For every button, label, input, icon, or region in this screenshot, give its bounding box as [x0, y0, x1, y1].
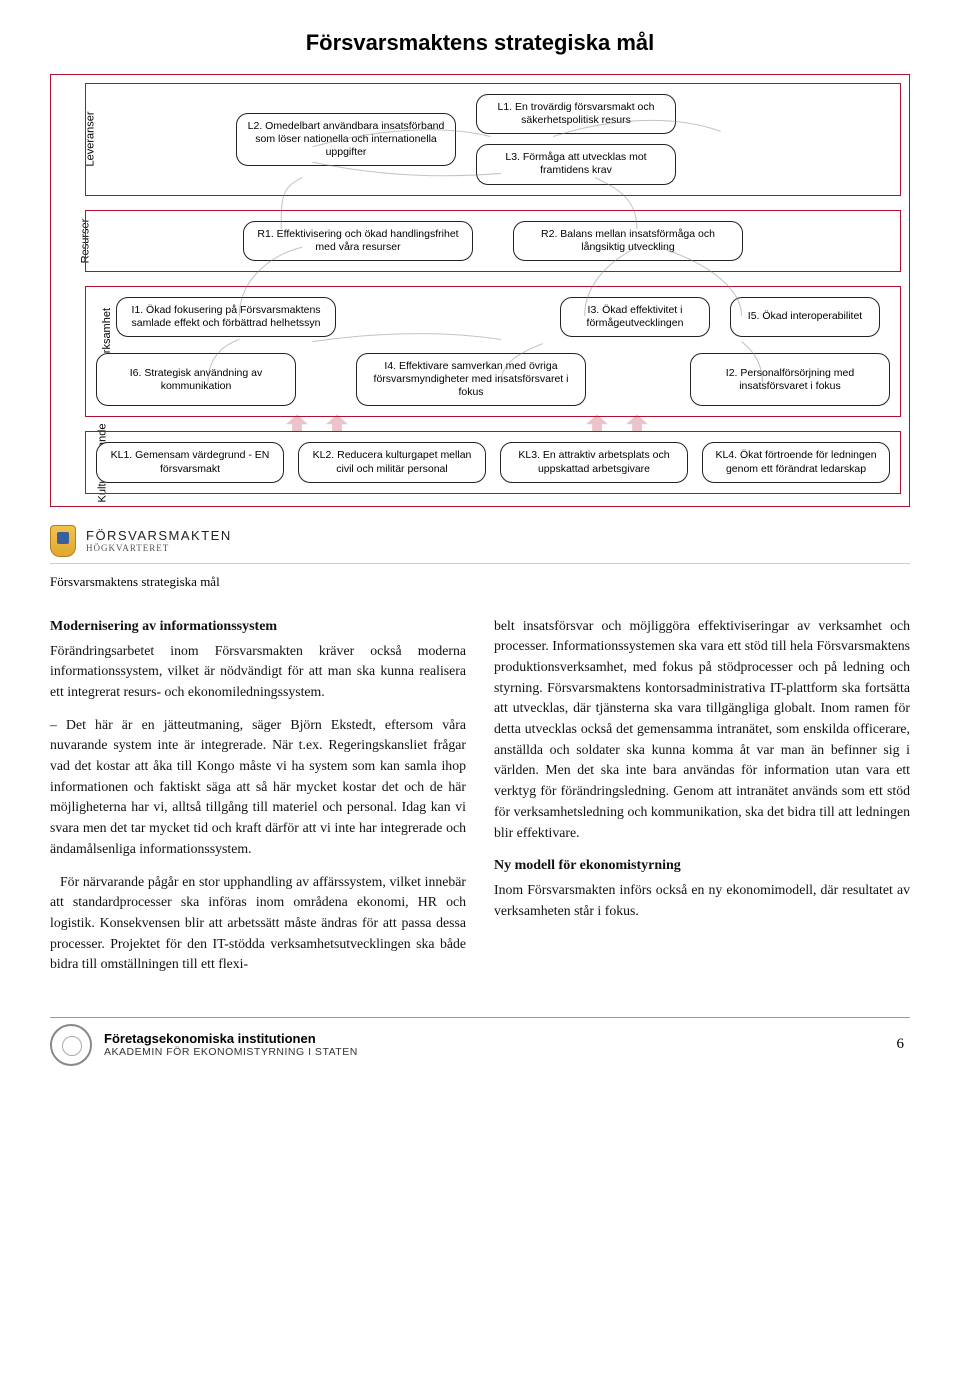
box-r1: R1. Effektivisering och ökad handlingsfr… [243, 221, 473, 261]
para-r2: Inom Försvarsmakten införs också en ny e… [494, 880, 910, 921]
box-kl1: KL1. Gemensam värdegrund - EN försvarsma… [96, 442, 284, 482]
arrow-icon [586, 414, 608, 432]
row-resurser: Resurser R1. Effektivisering och ökad ha… [85, 210, 901, 272]
heading-nymodell: Ny modell för ekonomistyrning [494, 855, 910, 876]
university-seal-icon [50, 1024, 92, 1066]
box-kl4: KL4. Ökat förtroende för ledningen genom… [702, 442, 890, 482]
box-kl3: KL3. En attraktiv arbetsplats och uppska… [500, 442, 688, 482]
footer-akademi: AKADEMIN FÖR EKONOMISTYRNING I STATEN [104, 1046, 358, 1058]
box-i2: I2. Personalförsörjning med insatsförsva… [690, 353, 890, 406]
shield-icon [50, 525, 76, 557]
footer-inst: Företagsekonomiska institutionen [104, 1031, 358, 1046]
box-i5: I5. Ökad interoperabilitet [730, 297, 880, 337]
box-kl2: KL2. Reducera kulturgapet mellan civil o… [298, 442, 486, 482]
page-number: 6 [897, 1036, 911, 1053]
box-i1: I1. Ökad fokusering på Försvarsmaktens s… [116, 297, 336, 337]
box-i3: I3. Ökad effektivitet i förmågeutvecklin… [560, 297, 710, 337]
diagram-title: Försvarsmaktens strategiska mål [50, 30, 910, 56]
box-l3: L3. Förmåga att utvecklas mot framtidens… [476, 144, 676, 184]
box-i4: I4. Effektivare samverkan med övriga för… [356, 353, 586, 406]
arrow-icon [326, 414, 348, 432]
logo-sub: HÖGKVARTERET [86, 543, 232, 553]
org-logo: FÖRSVARSMAKTEN HÖGKVARTERET [50, 525, 910, 557]
logo-name: FÖRSVARSMAKTEN [86, 528, 232, 543]
box-i6: I6. Strategisk användning av kommunikati… [96, 353, 296, 406]
row-leveranser: Leveranser L2. Omedelbart användbara ins… [85, 83, 901, 196]
row-intern: Intern verksamhet I1. Ökad fokusering på… [85, 286, 901, 418]
para-l1: Förändringsarbetet inom Försvarsmakten k… [50, 641, 466, 703]
page-footer: Företagsekonomiska institutionen AKADEMI… [50, 1017, 910, 1066]
para-r1: belt insatsförsvar och möjliggöra effekt… [494, 616, 910, 844]
arrow-icon [286, 414, 308, 432]
box-r2: R2. Balans mellan insatsförmåga och lång… [513, 221, 743, 261]
row-kultur: Kultur & lärande KL1. Gemensam värdegrun… [85, 431, 901, 493]
box-l2: L2. Omedelbart användbara insatsförband … [236, 113, 456, 166]
heading-modernisering: Modernisering av informationssystem [50, 616, 466, 637]
box-l1: L1. En trovärdig försvarsmakt och säkerh… [476, 94, 676, 134]
article-columns: Modernisering av informationssystem Förä… [50, 616, 910, 987]
figure-caption: Försvarsmaktens strategiska mål [50, 574, 910, 590]
arrow-icon [626, 414, 648, 432]
para-l2: – Det här är en jätteutmaning, säger Bjö… [50, 715, 466, 860]
strategy-diagram: Leveranser L2. Omedelbart användbara ins… [50, 74, 910, 507]
para-l3: För närvarande pågår en stor upphandling… [50, 872, 466, 975]
